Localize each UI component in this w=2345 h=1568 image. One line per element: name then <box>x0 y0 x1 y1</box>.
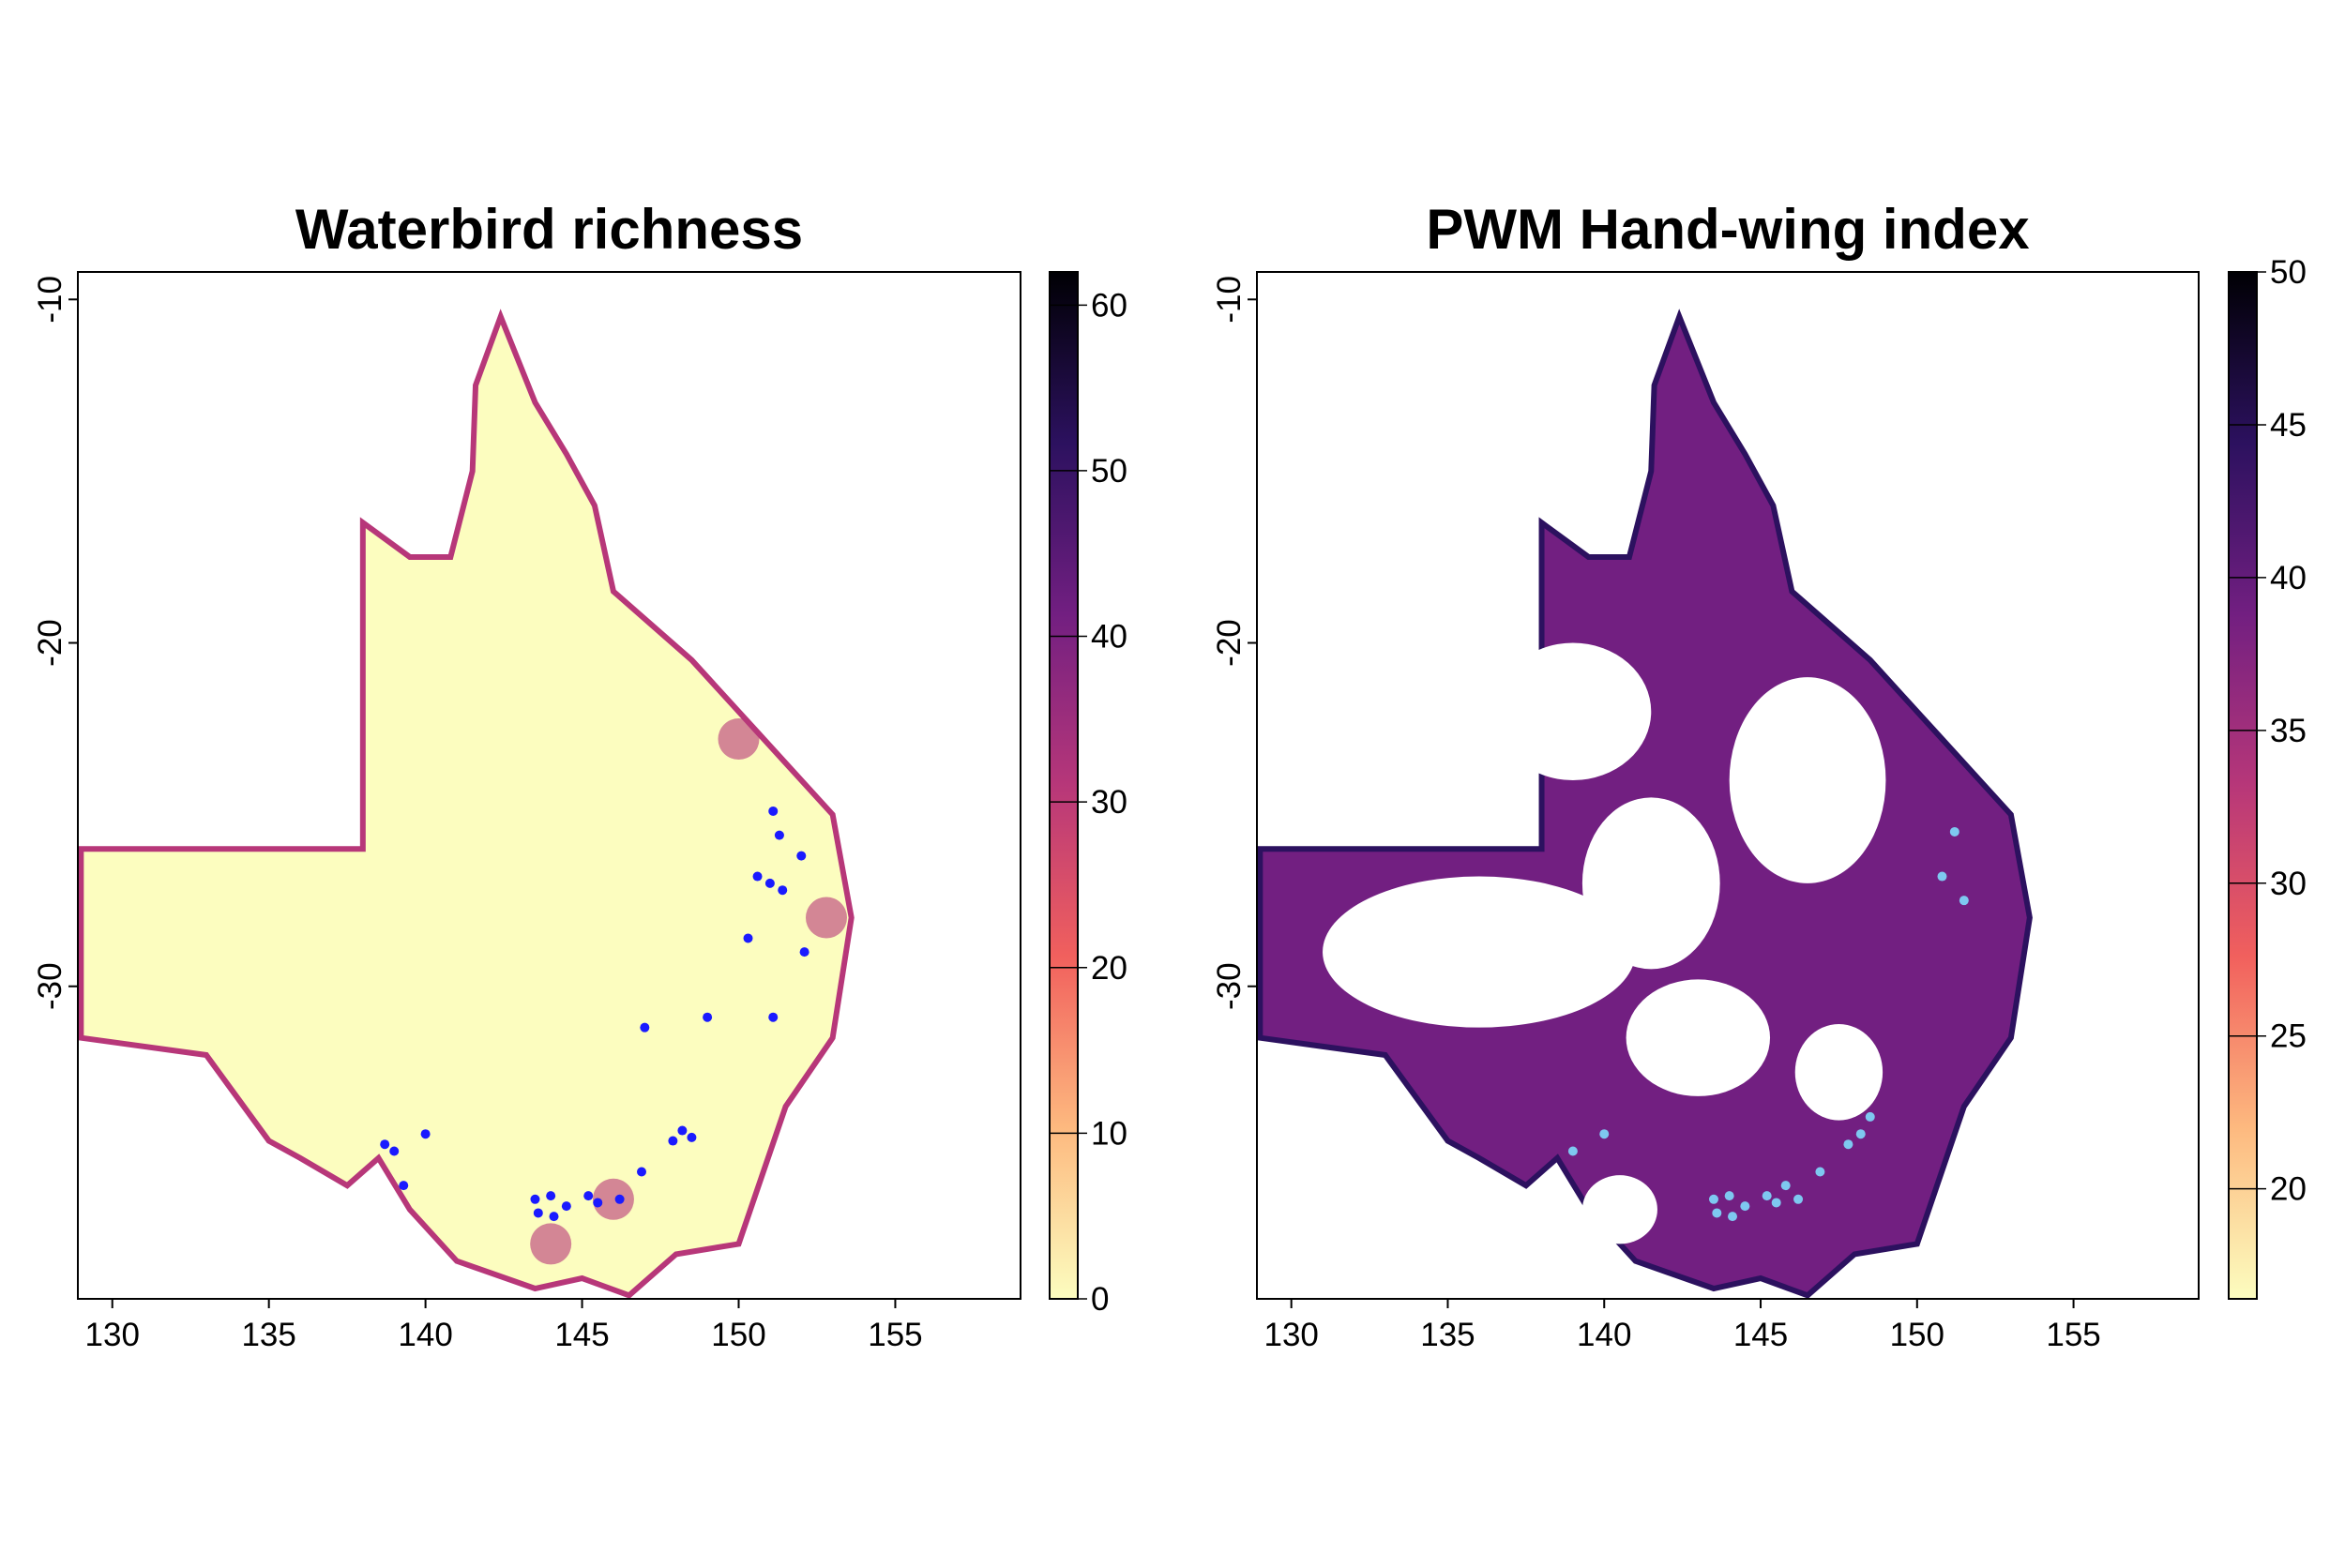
site-point <box>1855 1129 1866 1139</box>
x-tick-label: 150 <box>1890 1317 1944 1353</box>
colorbar-tick-label: 20 <box>1091 950 1127 987</box>
no-data-area <box>1626 979 1771 1096</box>
x-tick-label: 145 <box>1733 1317 1788 1353</box>
site-point <box>1843 1139 1853 1150</box>
site-point <box>1959 896 1969 906</box>
site-point <box>389 1146 400 1156</box>
chart-title: PWM Hand-wing index <box>1426 198 2029 261</box>
colorbar-tick-label: 45 <box>2270 407 2307 444</box>
colorbar-tick-label: 30 <box>2270 866 2307 902</box>
site-point <box>380 1139 390 1150</box>
site-point <box>420 1129 431 1139</box>
x-tick-label: 155 <box>868 1317 922 1353</box>
site-point <box>768 806 779 816</box>
x-tick-label: 150 <box>711 1317 765 1353</box>
raster <box>1257 309 2033 1299</box>
site-point <box>677 1125 688 1136</box>
site-point <box>636 1167 646 1177</box>
y-tick-label: -30 <box>32 962 68 1010</box>
site-point <box>1865 1111 1875 1122</box>
colorbar-tick-label: 30 <box>1091 784 1127 821</box>
colorbar-tick-label: 35 <box>2270 713 2307 749</box>
colorbar-tick-label: 60 <box>1091 287 1127 324</box>
site-point <box>796 851 807 861</box>
site-point <box>561 1201 571 1212</box>
site-point <box>1793 1194 1804 1204</box>
site-point <box>743 933 753 943</box>
site-point <box>1762 1191 1772 1201</box>
no-data-area <box>1494 642 1652 781</box>
rich-area <box>530 1223 572 1265</box>
site-point <box>399 1181 409 1191</box>
colorbar <box>1049 271 1079 1300</box>
y-tick-label: -20 <box>1211 619 1248 667</box>
x-tick-label: 135 <box>241 1317 295 1353</box>
y-tick-label: -10 <box>1211 276 1248 324</box>
site-point <box>778 885 788 896</box>
site-point <box>1949 826 1959 837</box>
no-data-area <box>1581 1175 1657 1244</box>
site-point <box>768 1012 779 1022</box>
y-tick-label: -30 <box>1211 962 1248 1010</box>
colorbar-tick-label: 50 <box>1091 453 1127 490</box>
colorbar-tick-label: 25 <box>2270 1018 2307 1055</box>
raster <box>78 309 855 1299</box>
site-point <box>1771 1198 1781 1208</box>
site-point <box>703 1012 713 1022</box>
site-point <box>687 1132 697 1142</box>
colorbar-tick-label: 0 <box>1091 1281 1109 1318</box>
no-data-area <box>1323 876 1636 1028</box>
colorbar-tick-label: 40 <box>2270 560 2307 596</box>
colorbar-tick-label: 40 <box>1091 619 1127 656</box>
x-tick-label: 140 <box>1577 1317 1631 1353</box>
map-panel: PWM Hand-wing index 130 135 140 145 150 155 -10… <box>1211 198 2307 1353</box>
x-tick-label: 135 <box>1420 1317 1475 1353</box>
site-point <box>799 947 809 957</box>
site-point <box>1567 1146 1578 1156</box>
site-point <box>774 830 784 840</box>
plot-frame <box>1256 271 2200 1300</box>
x-tick-label: 155 <box>2046 1317 2100 1353</box>
y-tick-label: -20 <box>32 619 68 667</box>
colorbar-tick-label: 20 <box>2270 1171 2307 1208</box>
site-point <box>1708 1194 1718 1204</box>
site-point <box>640 1022 650 1033</box>
site-point <box>1724 1191 1734 1201</box>
chart-title: Waterbird richness <box>295 198 803 261</box>
rich-area <box>592 1178 634 1220</box>
site-point <box>530 1194 540 1204</box>
site-point <box>1599 1129 1610 1139</box>
rich-area <box>718 718 760 761</box>
x-tick-label: 140 <box>398 1317 452 1353</box>
site-point <box>764 878 775 888</box>
colorbar-tick-label: 10 <box>1091 1115 1127 1152</box>
site-point <box>546 1191 556 1201</box>
x-tick-label: 130 <box>1263 1317 1318 1353</box>
site-point <box>1740 1201 1750 1212</box>
land-raster <box>78 309 855 1299</box>
no-data-area <box>1794 1024 1884 1121</box>
no-data-area <box>1729 677 1886 883</box>
colorbar-tick-label: 50 <box>2270 254 2307 291</box>
site-point <box>668 1136 678 1146</box>
y-tick-label: -10 <box>32 276 68 324</box>
site-point <box>752 871 763 882</box>
site-point <box>593 1198 603 1208</box>
site-point <box>1815 1167 1825 1177</box>
site-point <box>1937 871 1947 882</box>
x-tick-label: 130 <box>85 1317 140 1353</box>
x-tick-label: 145 <box>554 1317 609 1353</box>
site-point <box>583 1191 594 1201</box>
rich-area <box>805 897 847 939</box>
site-point <box>1728 1212 1738 1222</box>
site-point <box>614 1194 625 1204</box>
site-point <box>549 1212 559 1222</box>
site-point <box>1780 1181 1791 1191</box>
site-point <box>1712 1208 1722 1218</box>
colorbar <box>2228 271 2258 1300</box>
plot-frame <box>77 271 1021 1300</box>
map-panel: Waterbird richness 130 135 140 145 150 155 -10 -… <box>32 198 1127 1353</box>
site-point <box>533 1208 543 1218</box>
